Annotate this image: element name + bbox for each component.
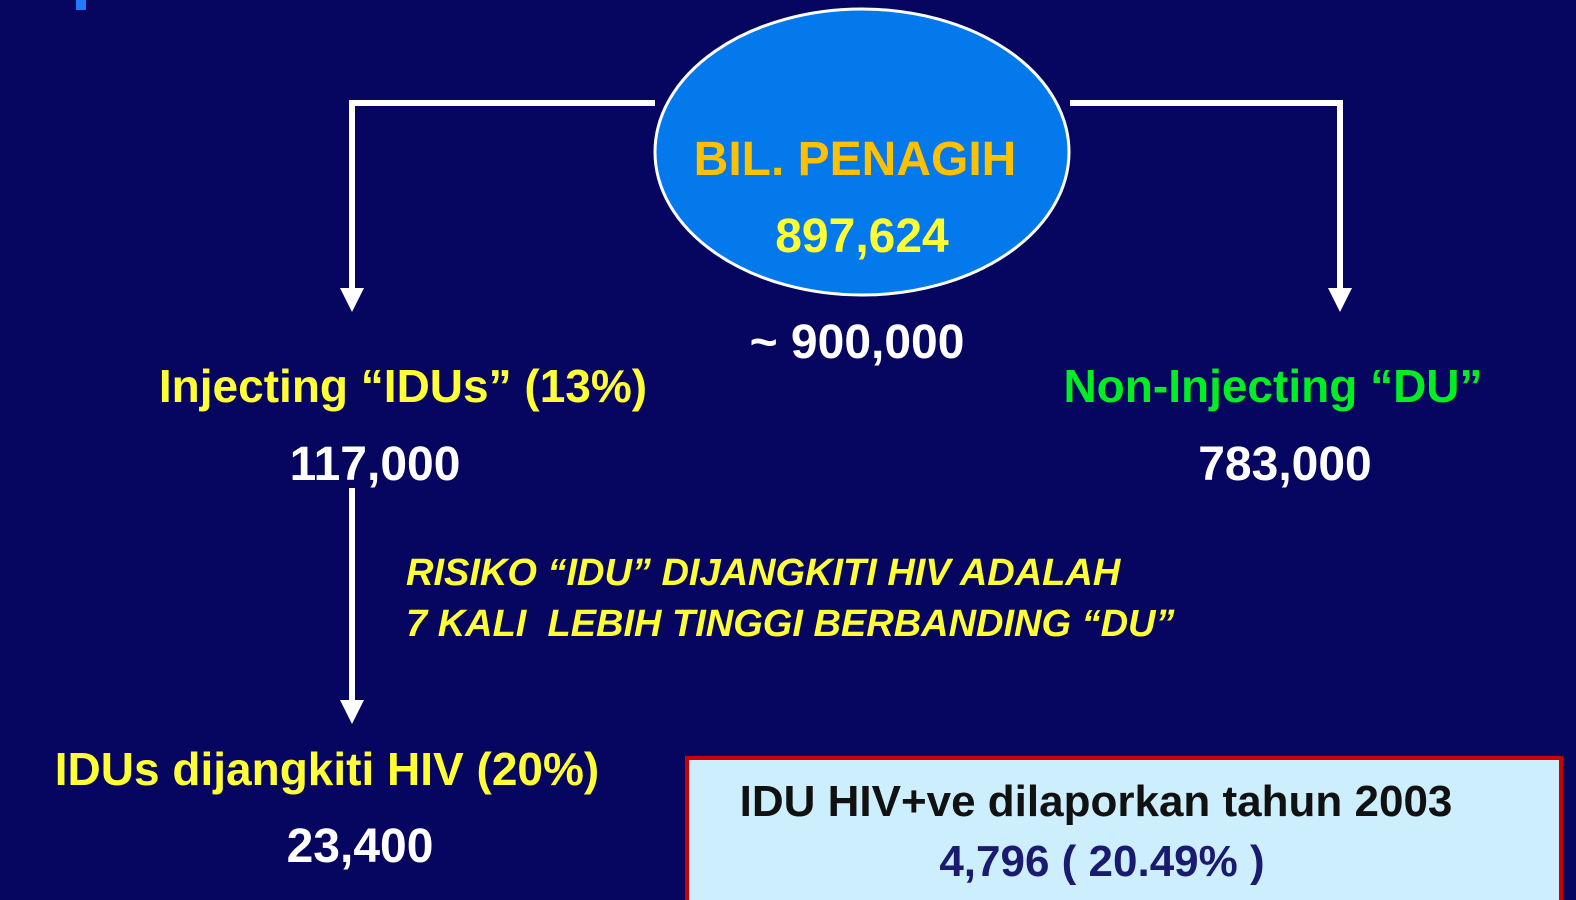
left-value: 117,000 xyxy=(290,438,461,491)
arrowhead xyxy=(340,700,364,724)
report-box xyxy=(685,756,1563,900)
left-connector xyxy=(349,100,655,292)
box-title: IDU HIV+ve dilaporkan tahun 2003 xyxy=(740,777,1453,826)
ellipse-value: 897,624 xyxy=(775,210,949,263)
right-label: Non-Injecting “DU” xyxy=(1063,360,1482,412)
risk-line: RISIKO “IDU” DIJANGKITI HIV ADALAH xyxy=(406,552,1122,594)
ellipse-title: BIL. PENAGIH xyxy=(694,133,1017,186)
bottom-label: IDUs dijangkiti HIV (20%) xyxy=(55,743,599,795)
box-value: 4,796 ( 20.49% ) xyxy=(939,837,1264,886)
arrowhead xyxy=(1328,288,1352,312)
arrowheads xyxy=(340,288,1352,724)
ellipse xyxy=(653,7,1071,297)
corner-mark xyxy=(76,0,86,10)
arrowhead xyxy=(340,288,364,312)
bottom-value: 23,400 xyxy=(287,820,434,873)
right-value: 783,000 xyxy=(1198,438,1372,491)
risk-line: 7 KALI LEBIH TINGGI BERBANDING “DU” xyxy=(406,603,1174,645)
approx-total: ~ 900,000 xyxy=(750,316,965,369)
right-connector xyxy=(1070,100,1343,292)
left-label: Injecting “IDUs” (13%) xyxy=(159,360,647,412)
connectors xyxy=(349,100,1343,705)
